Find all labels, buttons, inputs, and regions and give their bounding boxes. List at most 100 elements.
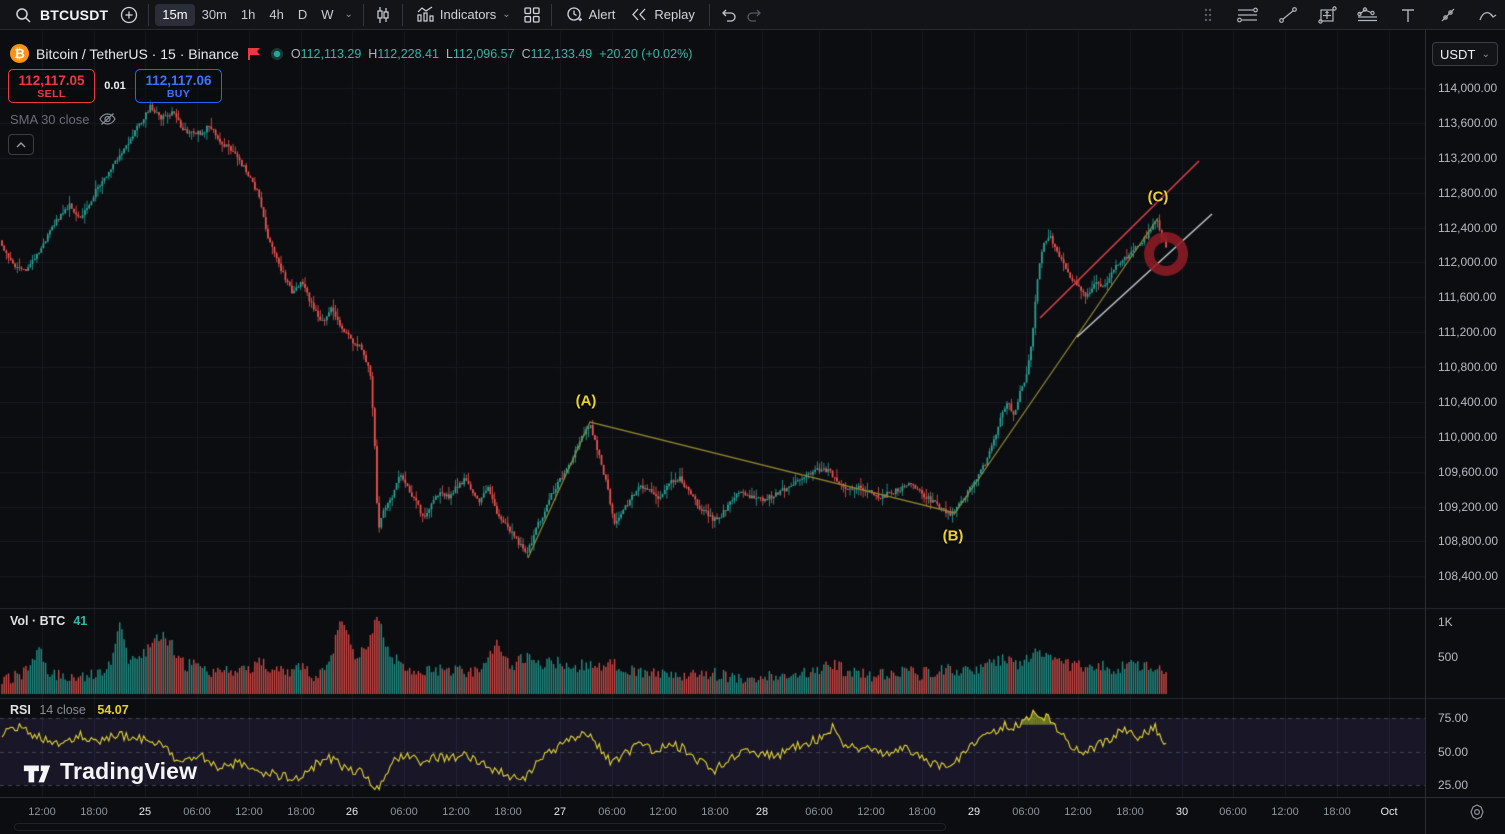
time-axis-label: 12:00 bbox=[28, 806, 56, 818]
time-axis-label: 29 bbox=[967, 806, 981, 818]
tradingview-logo-icon bbox=[23, 764, 51, 782]
sma-indicator-row: SMA 30 close bbox=[10, 111, 117, 127]
currency-chevron-icon: ⌄ bbox=[1481, 48, 1490, 60]
spread-value: 0.01 bbox=[104, 80, 126, 92]
timeframe-group: 15m 30m 1h 4h D W bbox=[155, 0, 340, 29]
price-axis-label: 75.00 bbox=[1438, 711, 1469, 725]
collapse-legend-button[interactable] bbox=[8, 134, 34, 155]
price-axis-label: 109,600.00 bbox=[1438, 465, 1499, 479]
wave-label-A[interactable]: (A) bbox=[575, 392, 597, 410]
buy-button[interactable]: 112,117.06 BUY bbox=[135, 69, 222, 103]
undo-icon[interactable] bbox=[716, 2, 742, 28]
price-axis-label: 110,000.00 bbox=[1438, 430, 1498, 444]
lines-tool-icon[interactable] bbox=[1235, 2, 1261, 28]
rsi-value: 54.07 bbox=[97, 703, 129, 717]
time-axis-label: 28 bbox=[755, 806, 769, 818]
indicators-icon bbox=[417, 6, 434, 22]
alert-clock-icon bbox=[567, 7, 582, 22]
chart-scroll-track[interactable] bbox=[14, 823, 946, 831]
time-axis-label: 06:00 bbox=[1219, 806, 1247, 818]
ohlc-values: O112,113.29 H112,228.41 L112,096.57 C112… bbox=[290, 46, 693, 61]
price-axis-label: 112,800.00 bbox=[1438, 186, 1498, 200]
flag-icon[interactable] bbox=[247, 47, 261, 61]
price-axis-label: 113,200.00 bbox=[1438, 151, 1498, 165]
price-axis-label: 113,600.00 bbox=[1438, 116, 1498, 130]
chevron-up-icon bbox=[16, 141, 26, 147]
time-axis-label: 06:00 bbox=[805, 806, 833, 818]
price-axis-label: 110,400.00 bbox=[1438, 395, 1498, 409]
time-axis-label: 06:00 bbox=[183, 806, 211, 818]
price-axis-label: 114,000.00 bbox=[1438, 81, 1498, 95]
axis-settings-icon[interactable] bbox=[1468, 803, 1486, 826]
price-axis-label: 110,800.00 bbox=[1438, 360, 1498, 374]
timeframe-30m[interactable]: 30m bbox=[201, 7, 227, 22]
search-icon[interactable] bbox=[10, 2, 36, 28]
timeframe-15m[interactable]: 15m bbox=[155, 3, 195, 26]
layout-grid-icon[interactable] bbox=[519, 2, 545, 28]
timeframe-chevron-icon[interactable]: ⌄ bbox=[344, 9, 353, 20]
time-axis-label: 12:00 bbox=[1064, 806, 1092, 818]
wave-label-B[interactable]: (B) bbox=[942, 527, 964, 545]
time-axis-label: 06:00 bbox=[390, 806, 418, 818]
price-axis[interactable]: USDT ⌄ 114,000.00 113,600.00 113,200.00 112… bbox=[1425, 30, 1505, 797]
symbol-title[interactable]: Bitcoin / TetherUS · 15 · Binance bbox=[36, 45, 239, 62]
trend-line-tool-icon[interactable] bbox=[1275, 2, 1301, 28]
price-axis-label: 25.00 bbox=[1438, 778, 1469, 792]
time-axis-label: 26 bbox=[345, 806, 359, 818]
chart-style-icon[interactable] bbox=[370, 2, 396, 28]
price-axis-label: 1K bbox=[1438, 615, 1453, 629]
time-axis-label: 06:00 bbox=[1012, 806, 1040, 818]
market-status-icon bbox=[270, 47, 283, 60]
time-axis-label: 18:00 bbox=[287, 806, 315, 818]
drawing-tools-group bbox=[1195, 0, 1501, 30]
time-axis-label: 12:00 bbox=[1271, 806, 1299, 818]
pitchfork-tool-icon[interactable] bbox=[1355, 2, 1381, 28]
alert-button[interactable]: Alert bbox=[558, 2, 624, 28]
indicators-chevron-icon: ⌄ bbox=[502, 9, 511, 20]
drag-handle-icon[interactable] bbox=[1195, 2, 1221, 28]
change-value: +20.20 (+0.02%) bbox=[599, 46, 693, 61]
indicators-button[interactable]: Indicators ⌄ bbox=[409, 2, 519, 28]
replay-icon bbox=[632, 8, 646, 21]
time-axis-label: 18:00 bbox=[701, 806, 729, 818]
sma-label[interactable]: SMA 30 close bbox=[10, 111, 90, 127]
time-axis[interactable]: 12:00 18:00 25 06:00 12:00 18:00 26 06:00 12:00 1… bbox=[0, 797, 1505, 834]
projection-tool-icon[interactable] bbox=[1315, 2, 1341, 28]
curve-tool-icon[interactable] bbox=[1475, 2, 1501, 28]
trade-panel: 112,117.05 SELL 0.01 112,117.06 BUY bbox=[8, 69, 222, 103]
axis-corner-divider bbox=[1425, 797, 1426, 834]
wave-label-C[interactable]: (C) bbox=[1147, 188, 1169, 206]
time-axis-label: 18:00 bbox=[908, 806, 936, 818]
timeframe-1h[interactable]: 1h bbox=[240, 7, 256, 22]
price-axis-label: 109,200.00 bbox=[1438, 500, 1499, 514]
compare-add-icon[interactable] bbox=[116, 2, 142, 28]
timeframe-4h[interactable]: 4h bbox=[269, 7, 284, 22]
timeframe-D[interactable]: D bbox=[297, 7, 308, 22]
price-axis-label: 111,600.00 bbox=[1438, 290, 1497, 304]
tradingview-watermark: TradingView bbox=[22, 758, 197, 785]
sell-button[interactable]: 112,117.05 SELL bbox=[8, 69, 95, 103]
replay-button[interactable]: Replay bbox=[623, 2, 702, 28]
time-axis-label: 25 bbox=[138, 806, 152, 818]
redo-icon[interactable] bbox=[742, 2, 768, 28]
chart-legend: ₿ Bitcoin / TetherUS · 15 · Binance O112… bbox=[10, 44, 692, 63]
time-axis-label: 12:00 bbox=[442, 806, 470, 818]
time-axis-label: 18:00 bbox=[1323, 806, 1351, 818]
eye-off-icon[interactable] bbox=[98, 111, 117, 127]
timeframe-W[interactable]: W bbox=[321, 7, 334, 22]
top-toolbar: BTCUSDT 15m 30m 1h 4h D W ⌄ Indicators ⌄ Aler… bbox=[0, 0, 1505, 30]
text-tool-icon[interactable] bbox=[1395, 2, 1421, 28]
cross-line-tool-icon[interactable] bbox=[1435, 2, 1461, 28]
time-axis-label: 12:00 bbox=[649, 806, 677, 818]
rsi-legend[interactable]: RSI 14 close 54.07 bbox=[10, 703, 129, 717]
price-axis-label: 500 bbox=[1438, 650, 1459, 664]
volume-value: 41 bbox=[73, 614, 88, 628]
time-axis-label: 18:00 bbox=[1116, 806, 1144, 818]
currency-toggle-button[interactable]: USDT ⌄ bbox=[1432, 42, 1498, 66]
price-axis-label: 112,400.00 bbox=[1438, 221, 1498, 235]
volume-legend[interactable]: Vol · BTC 41 bbox=[10, 614, 88, 628]
symbol-search-button[interactable]: BTCUSDT bbox=[40, 6, 109, 23]
time-axis-label: 12:00 bbox=[235, 806, 263, 818]
time-axis-label: 06:00 bbox=[598, 806, 626, 818]
